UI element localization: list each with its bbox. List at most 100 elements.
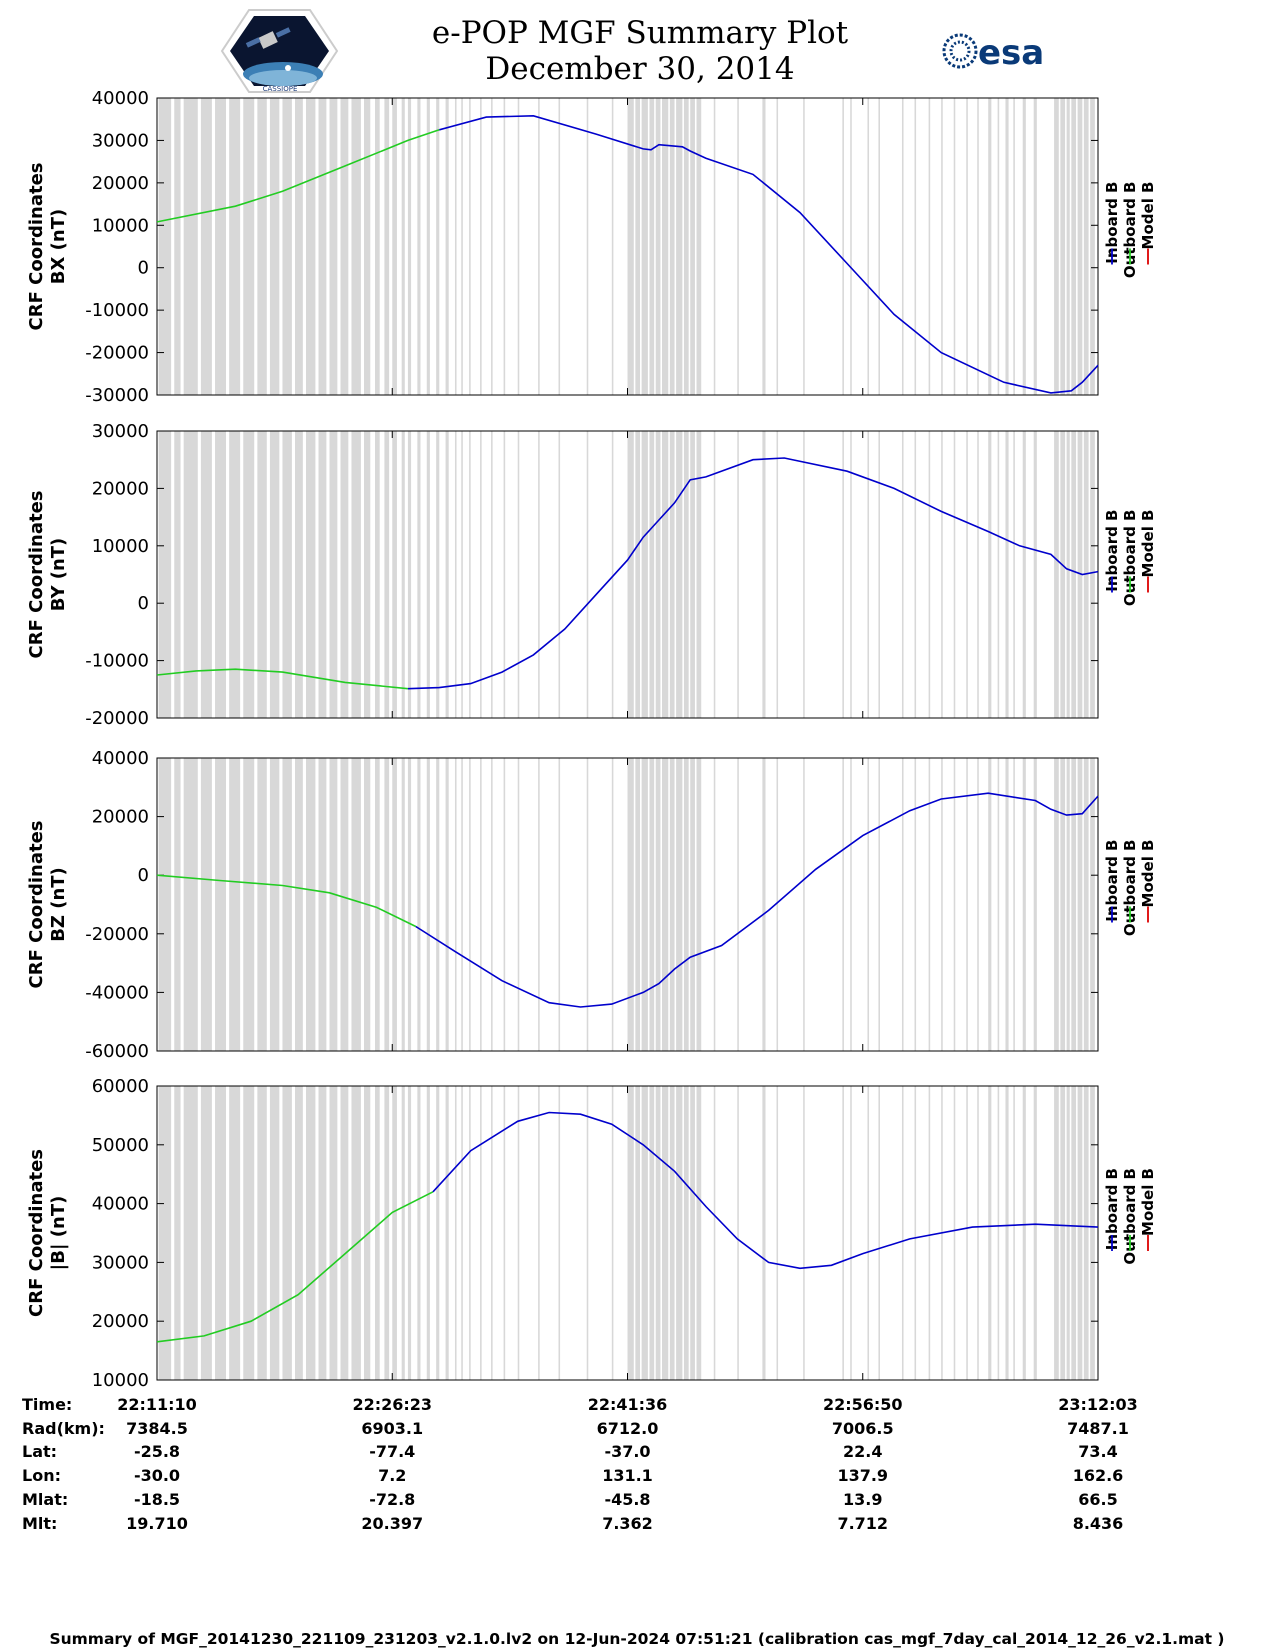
- legend-label: Inboard B: [1103, 840, 1121, 922]
- data-gap-band: [1054, 758, 1059, 1051]
- data-gap-band: [635, 98, 641, 395]
- panel-by: 30000 20000 10000 0 -10000 -20000 CRF Coordina…: [26, 421, 1157, 729]
- legend-label: Model B: [1139, 840, 1157, 908]
- data-gap-band: [243, 98, 255, 395]
- y-tick-label: -20000: [85, 343, 149, 364]
- data-gap-band: [690, 431, 695, 718]
- data-gap-band: [469, 758, 471, 1051]
- data-gap-band: [1033, 758, 1037, 1051]
- data-gap-band: [1022, 98, 1026, 395]
- y-tick-label: 50000: [92, 1135, 149, 1156]
- data-gap-shading: [158, 758, 1095, 1051]
- data-gap-band: [669, 431, 675, 718]
- data-gap-band: [491, 758, 493, 1051]
- data-gap-band: [953, 431, 956, 718]
- data-gap-band: [627, 431, 634, 718]
- data-gap-band: [901, 98, 904, 395]
- inboard-b-trace: [432, 1111, 1099, 1270]
- data-gap-band: [392, 98, 397, 395]
- data-gap-band: [269, 758, 280, 1051]
- data-gap-band: [966, 98, 968, 395]
- data-gap-band: [713, 98, 716, 395]
- data-gap-band: [538, 431, 540, 718]
- y-tick-label: -20000: [85, 708, 149, 729]
- data-gap-band: [340, 758, 349, 1051]
- data-gap-band: [538, 98, 540, 395]
- data-gap-band: [1033, 431, 1037, 718]
- data-gap-band: [503, 758, 506, 1051]
- data-gap-band: [914, 431, 917, 718]
- data-gap-band: [340, 431, 349, 718]
- data-gap-band: [503, 1086, 506, 1380]
- y-tick-label: -20000: [85, 924, 149, 945]
- data-gap-band: [351, 758, 361, 1051]
- ephemeris-row-label: Mlt:: [22, 1514, 57, 1533]
- data-gap-band: [426, 758, 430, 1051]
- data-gap-band: [867, 431, 870, 718]
- data-gap-band: [655, 98, 661, 395]
- data-gap-band: [611, 431, 614, 718]
- data-gap-band: [641, 98, 648, 395]
- data-gap-band: [627, 758, 634, 1051]
- data-gap-band: [655, 758, 661, 1051]
- data-gap-band: [229, 758, 241, 1051]
- data-gap-band: [850, 431, 852, 718]
- ephemeris-value: 7.2: [378, 1466, 406, 1485]
- ephemeris-row-label: Time:: [22, 1395, 72, 1414]
- data-gap-band: [517, 431, 520, 718]
- y-axis-label-line1: CRF Coordinates: [26, 163, 47, 331]
- data-gap-band: [200, 431, 212, 718]
- data-gap-band: [305, 1086, 316, 1380]
- ephemeris-table: Time: Rad(km): Lat: Lon: Mlat: Mlt: 22:11:10 73…: [22, 1395, 1138, 1533]
- data-gap-band: [1054, 1086, 1059, 1380]
- data-gap-band: [454, 431, 457, 718]
- plot-title-line1: e-POP MGF Summary Plot: [432, 15, 849, 51]
- data-gap-band: [1022, 758, 1026, 1051]
- data-gap-band: [558, 1086, 561, 1380]
- data-gap-band: [392, 1086, 397, 1380]
- data-gap-band: [374, 758, 380, 1051]
- data-gap-band: [641, 431, 648, 718]
- data-gap-band: [676, 1086, 683, 1380]
- data-gap-band: [436, 1086, 440, 1380]
- y-tick-label: 10000: [92, 536, 149, 557]
- data-gap-band: [635, 431, 641, 718]
- data-gap-band: [491, 431, 493, 718]
- data-gap-band: [867, 758, 870, 1051]
- data-gap-band: [436, 758, 440, 1051]
- y-tick-label: 10000: [92, 1370, 149, 1391]
- data-gap-band: [257, 758, 267, 1051]
- data-gap-band: [158, 758, 172, 1051]
- data-gap-band: [374, 98, 380, 395]
- data-gap-band: [635, 1086, 641, 1380]
- data-gap-band: [1022, 1086, 1026, 1380]
- data-gap-band: [401, 431, 405, 718]
- data-gap-band: [174, 98, 181, 395]
- data-gap-band: [1066, 758, 1070, 1051]
- ephemeris-value: 6903.1: [361, 1419, 423, 1438]
- data-gap-band: [480, 758, 482, 1051]
- data-gap-band: [426, 431, 430, 718]
- y-tick-label: 40000: [92, 1194, 149, 1215]
- y-tick-label: 20000: [92, 173, 149, 194]
- data-gap-band: [1013, 1086, 1015, 1380]
- legend-label: Inboard B: [1103, 182, 1121, 264]
- legend-label: Inboard B: [1103, 510, 1121, 592]
- legend-label: Model B: [1139, 182, 1157, 250]
- y-tick-label: -40000: [85, 982, 149, 1003]
- data-gap-band: [977, 1086, 979, 1380]
- data-gap-band: [669, 1086, 675, 1380]
- ephemeris-value: -72.8: [369, 1490, 415, 1509]
- data-gap-band: [401, 758, 405, 1051]
- data-gap-band: [469, 431, 471, 718]
- y-tick-label: 40000: [92, 748, 149, 769]
- legend: Inboard B Outboard B Model B: [1103, 840, 1157, 937]
- data-gap-band: [997, 98, 1000, 395]
- data-gap-band: [878, 758, 881, 1051]
- ephemeris-value: 7006.5: [832, 1419, 894, 1438]
- legend-label: Outboard B: [1121, 840, 1139, 937]
- data-gap-band: [436, 431, 440, 718]
- y-tick-label: 10000: [92, 215, 149, 236]
- data-gap-band: [676, 98, 683, 395]
